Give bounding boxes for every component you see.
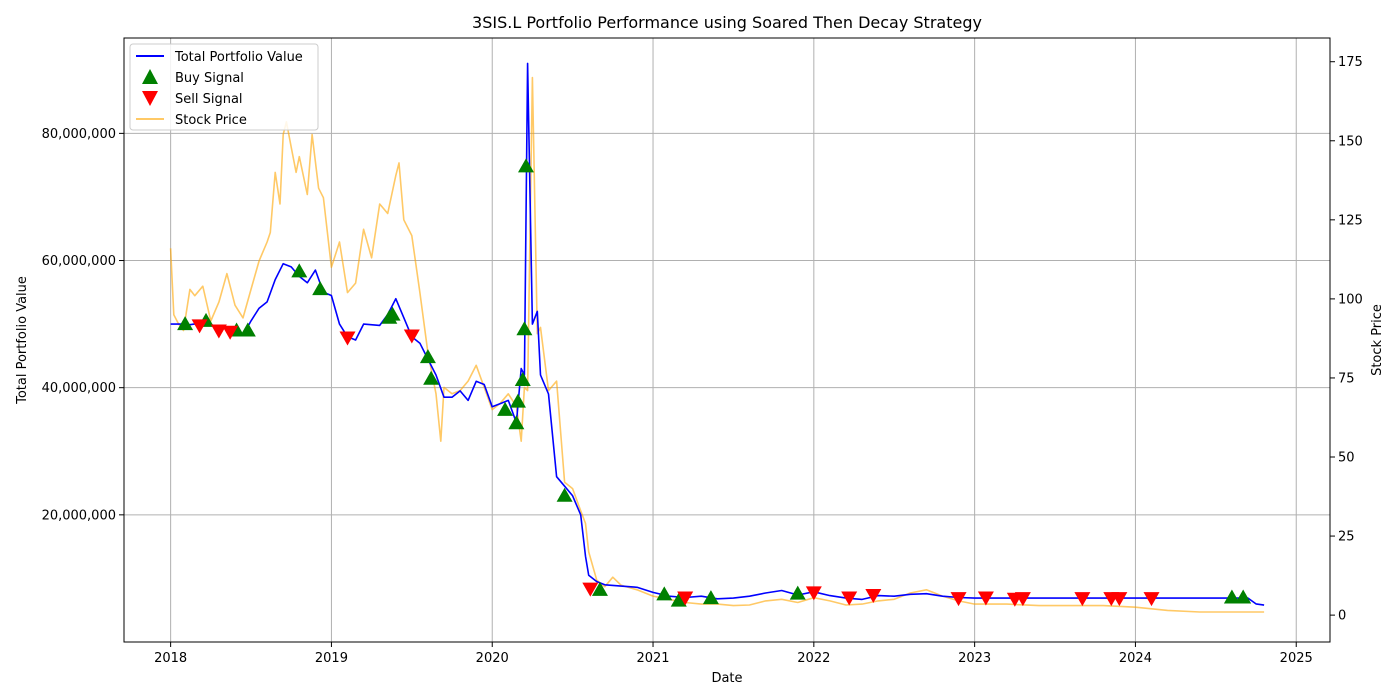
buy-signal-marker bbox=[1223, 589, 1240, 604]
x-tick-label: 2018 bbox=[154, 651, 187, 666]
grid bbox=[124, 38, 1330, 642]
x-tick-label: 2023 bbox=[958, 651, 991, 666]
buy-signal-marker bbox=[239, 322, 256, 337]
sell-signal-marker bbox=[1111, 592, 1128, 607]
x-tick-label: 2019 bbox=[315, 651, 348, 666]
x-tick-label: 2024 bbox=[1119, 651, 1152, 666]
y-tick-label-right: 150 bbox=[1338, 134, 1363, 149]
buy-signal-marker bbox=[509, 393, 526, 408]
sell-signal-marker bbox=[582, 582, 599, 597]
sell-signal-marker bbox=[210, 324, 227, 339]
buy-signal-marker bbox=[1235, 589, 1252, 604]
legend-label-sell: Sell Signal bbox=[175, 92, 243, 107]
sell-signal-marker bbox=[403, 329, 420, 344]
buy-signal-marker bbox=[291, 263, 308, 278]
buy-signal-marker bbox=[516, 321, 533, 336]
sell-signal-marker bbox=[1074, 592, 1091, 607]
y-tick-label-right: 75 bbox=[1338, 371, 1355, 386]
y-tick-label-left: 80,000,000 bbox=[42, 127, 116, 142]
x-tick-label: 2025 bbox=[1280, 651, 1313, 666]
y-tick-label-left: 40,000,000 bbox=[42, 381, 116, 396]
y-axis-label-left: Total Portfolio Value bbox=[15, 276, 30, 405]
sell-signal-marker bbox=[339, 331, 356, 346]
buy-signal-marker bbox=[518, 158, 534, 173]
sell-signal-marker bbox=[950, 592, 967, 607]
sell-signal-marker bbox=[841, 591, 858, 606]
legend-label-price: Stock Price bbox=[175, 113, 247, 128]
buy-signal-marker bbox=[508, 415, 525, 430]
buy-signal-marker bbox=[419, 349, 436, 364]
y-tick-label-right: 50 bbox=[1338, 451, 1355, 466]
sell-signal-marker bbox=[1014, 592, 1031, 607]
y-tick-label-right: 125 bbox=[1338, 213, 1363, 228]
buy-signal-marker bbox=[702, 590, 719, 605]
buy-signal-marker bbox=[384, 306, 401, 321]
sell-signal-marker bbox=[865, 588, 882, 603]
y-tick-label-right: 175 bbox=[1338, 55, 1363, 70]
chart-title: 3SIS.L Portfolio Performance using Soare… bbox=[472, 13, 982, 32]
y-axis-label-right: Stock Price bbox=[1370, 304, 1385, 376]
buy-signal-marker bbox=[656, 586, 673, 601]
buy-signal-marker bbox=[177, 316, 194, 331]
y-tick-label-right: 25 bbox=[1338, 530, 1355, 545]
sell-signal-marker bbox=[677, 591, 694, 606]
buy-signal-marker bbox=[591, 581, 608, 596]
axis-ticks: 2018 2019 2020 2021 2022 2023 2024 2025 20,000,0… bbox=[42, 55, 1363, 666]
sell-signal-marker bbox=[222, 325, 239, 340]
buy-signal-marker bbox=[423, 370, 440, 385]
y-tick-label-right: 100 bbox=[1338, 292, 1363, 307]
x-tick-label: 2022 bbox=[797, 651, 830, 666]
signal-markers bbox=[177, 158, 1252, 607]
y-tick-label-left: 60,000,000 bbox=[42, 254, 116, 269]
buy-signal-marker bbox=[670, 592, 687, 607]
sell-signal-marker bbox=[805, 586, 822, 601]
plot-frame bbox=[123, 37, 1331, 643]
y-tick-label-right: 0 bbox=[1338, 609, 1346, 624]
x-tick-label: 2021 bbox=[636, 651, 669, 666]
legend: Total Portfolio Value Buy Signal Sell Si… bbox=[129, 43, 319, 131]
legend-swatch-buy bbox=[142, 69, 158, 84]
y-tick-label-left: 20,000,000 bbox=[42, 508, 116, 523]
legend-label-buy: Buy Signal bbox=[175, 71, 244, 86]
x-axis-label: Date bbox=[711, 671, 742, 686]
buy-signal-marker bbox=[312, 281, 329, 296]
sell-signal-marker bbox=[191, 319, 208, 334]
x-tick-label: 2020 bbox=[476, 651, 509, 666]
legend-swatch-sell bbox=[142, 91, 158, 106]
buy-signal-marker bbox=[497, 401, 514, 416]
legend-label-portfolio: Total Portfolio Value bbox=[174, 50, 303, 65]
sell-signal-marker bbox=[977, 591, 994, 606]
buy-signal-marker bbox=[556, 487, 573, 502]
legend-box bbox=[129, 43, 319, 131]
buy-signal-marker bbox=[789, 585, 806, 600]
sell-signal-marker bbox=[1143, 592, 1160, 607]
buy-signal-marker bbox=[514, 372, 531, 387]
